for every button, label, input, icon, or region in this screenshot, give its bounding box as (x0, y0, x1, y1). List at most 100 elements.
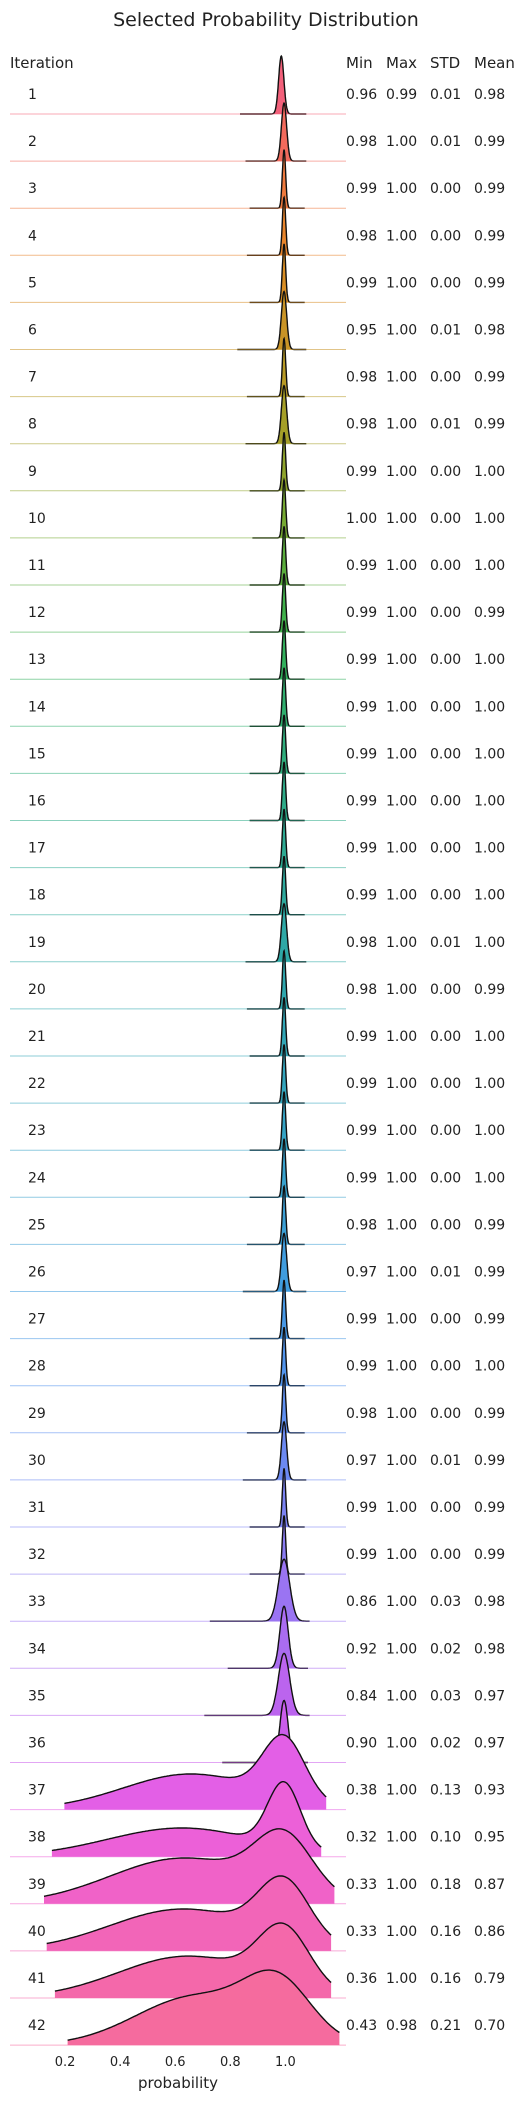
stat-value: 0.98 (346, 370, 377, 386)
density-fill (246, 1186, 305, 1245)
density-outline (246, 948, 305, 1010)
stat-value: 1.00 (386, 1830, 417, 1846)
ridge-row: 23 0.99 1.00 0.00 1.00 (10, 1091, 505, 1151)
stat-value: 0.00 (430, 888, 461, 904)
x-tick-label: 0.6 (165, 2055, 186, 2070)
density-outline (46, 1875, 332, 1945)
density-outline (249, 1515, 305, 1575)
stat-value: 0.36 (346, 1971, 377, 1987)
density-outline (249, 856, 305, 916)
stat-value: 1.00 (474, 888, 505, 904)
stat-value: 0.95 (346, 323, 377, 339)
iteration-label: 12 (28, 605, 46, 621)
stat-value: 0.03 (430, 1594, 461, 1610)
density-outline (246, 1372, 305, 1434)
density-outline (246, 195, 305, 256)
density-fill (249, 621, 305, 680)
density-fill (227, 1606, 308, 1669)
density-outline (249, 714, 305, 775)
iteration-label: 32 (28, 1547, 46, 1563)
ridge-row: 42 0.43 0.98 0.21 0.70 (10, 1969, 505, 2046)
iteration-label: 34 (28, 1641, 46, 1657)
stat-value: 1.00 (386, 888, 417, 904)
iteration-label: 2 (28, 134, 37, 150)
ridge-row: 28 0.99 1.00 0.00 1.00 (10, 1327, 505, 1387)
density-fill (246, 338, 305, 397)
density-fill (249, 527, 305, 585)
ridge-row: 8 0.98 1.00 0.01 0.99 (10, 384, 505, 445)
density-fill (245, 903, 307, 962)
iteration-label: 19 (28, 935, 46, 951)
ridge-row: 32 0.99 1.00 0.00 0.99 (10, 1515, 505, 1575)
stat-value: 1.00 (346, 511, 377, 527)
density-outline (252, 477, 305, 539)
ridge-rows: 1 0.96 0.99 0.01 0.982 0.98 1.00 0.01 0.993 0.99 1… (10, 54, 505, 2046)
density-fill (242, 1233, 307, 1292)
ridge-row: 5 0.99 1.00 0.00 0.99 (10, 243, 505, 304)
stat-value: 0.00 (430, 1359, 461, 1375)
stat-value: 0.99 (474, 1406, 505, 1422)
stat-value: 0.98 (474, 323, 505, 339)
stat-value: 0.00 (430, 370, 461, 386)
stat-value: 1.00 (386, 699, 417, 715)
ridge-row: 34 0.92 1.00 0.02 0.98 (10, 1605, 505, 1669)
stat-value: 1.00 (386, 275, 417, 291)
density-fill (204, 1653, 310, 1716)
stat-value: 0.33 (346, 1924, 377, 1940)
iteration-label: 7 (28, 370, 37, 386)
stat-value: 0.99 (474, 134, 505, 150)
ridge-row: 3 0.99 1.00 0.00 0.99 (10, 149, 505, 209)
density-fill (249, 1045, 305, 1104)
iteration-label: 6 (28, 323, 37, 339)
stat-value: 1.00 (474, 1123, 505, 1139)
stat-value: 0.99 (474, 982, 505, 998)
iteration-label: 36 (28, 1736, 46, 1752)
stat-value: 0.00 (430, 181, 461, 197)
stat-value: 0.79 (474, 1971, 505, 1987)
density-fill (249, 998, 305, 1056)
stat-value: 0.99 (346, 181, 377, 197)
stat-value: 0.16 (430, 1971, 461, 1987)
density-fill (249, 809, 305, 868)
x-axis-label: probability (138, 2074, 218, 2092)
stat-value: 1.00 (386, 841, 417, 857)
density-fill (249, 762, 305, 821)
stat-value: 1.00 (386, 370, 417, 386)
density-outline (249, 620, 305, 680)
stat-value: 0.00 (430, 1029, 461, 1045)
stat-value: 0.86 (474, 1924, 505, 1940)
ridge-row: 7 0.98 1.00 0.00 0.99 (10, 336, 505, 398)
iteration-label: 17 (28, 841, 46, 857)
stat-value: 0.99 (346, 1547, 377, 1563)
iteration-label: 5 (28, 275, 37, 291)
stat-value: 0.99 (474, 417, 505, 433)
stat-value: 1.00 (386, 323, 417, 339)
stat-value: 1.00 (386, 1312, 417, 1328)
stat-value: 0.00 (430, 1312, 461, 1328)
density-outline (249, 573, 305, 633)
iteration-label: 20 (28, 982, 46, 998)
iteration-label: 26 (28, 1265, 46, 1281)
stat-value: 1.00 (386, 1641, 417, 1657)
chart-title: Selected Probability Distribution (113, 9, 419, 31)
density-fill (246, 1374, 305, 1433)
stat-value: 0.90 (346, 1736, 377, 1752)
stat-value: 0.03 (430, 1688, 461, 1704)
density-fill (44, 1828, 335, 1904)
density-outline (67, 1969, 340, 2041)
stat-value: 0.84 (346, 1688, 377, 1704)
ridge-row: 6 0.95 1.00 0.01 0.98 (10, 290, 505, 351)
density-fill (67, 1970, 340, 2046)
iteration-label: 11 (28, 558, 46, 574)
density-outline (249, 1138, 305, 1198)
iteration-label: 41 (28, 1971, 46, 1987)
iteration-label: 1 (28, 87, 37, 103)
stat-value: 0.99 (346, 841, 377, 857)
density-outline (245, 902, 307, 963)
stat-value: 0.00 (430, 605, 461, 621)
stat-value: 0.00 (430, 1547, 461, 1563)
stat-value: 1.00 (386, 1406, 417, 1422)
stat-value: 0.32 (346, 1830, 377, 1846)
density-fill (245, 385, 307, 444)
stat-value: 0.00 (430, 511, 461, 527)
